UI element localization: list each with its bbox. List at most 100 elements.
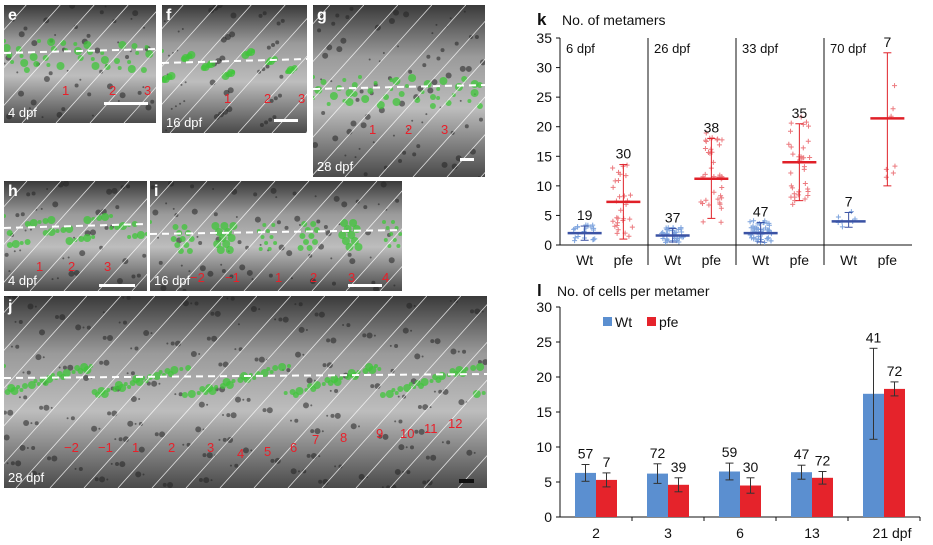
k-data-point: [702, 146, 708, 152]
k-data-point: [755, 221, 761, 227]
k-data-point: [703, 197, 709, 203]
legend-swatch: [603, 317, 612, 326]
k-data-point: [788, 170, 794, 176]
k-data-point: [747, 232, 753, 238]
k-data-point: [615, 227, 621, 233]
k-data-point: [750, 223, 756, 229]
k-data-point: [678, 225, 684, 231]
k-data-point: [585, 222, 591, 228]
k-data-point: [624, 162, 630, 168]
k-data-point: [768, 238, 774, 244]
k-data-point: [788, 128, 794, 134]
k-data-point: [748, 231, 754, 237]
k-data-point: [663, 225, 669, 231]
k-data-point: [666, 227, 672, 233]
k-data-point: [801, 164, 807, 170]
panel-time-label: 16 dpf: [166, 115, 203, 130]
k-data-point: [835, 214, 841, 220]
k-data-point: [754, 226, 760, 232]
segment-number: 2: [68, 259, 76, 274]
k-data-point: [764, 220, 770, 226]
k-y-tick-label: 25: [536, 89, 552, 105]
k-data-point: [719, 195, 725, 201]
k-data-point: [755, 236, 761, 242]
k-data-point: [670, 238, 676, 244]
k-y-tick-label: 35: [536, 30, 552, 46]
k-data-point: [711, 174, 717, 180]
k-data-point: [751, 236, 757, 242]
k-data-point: [615, 220, 621, 226]
k-data-point: [709, 149, 715, 155]
k-data-point: [614, 215, 620, 221]
k-data-point: [788, 120, 794, 126]
k-data-point: [669, 228, 675, 234]
k-data-point: [798, 154, 804, 160]
k-n-label: 7: [845, 193, 853, 209]
k-data-point: [716, 174, 722, 180]
segment-number: 1: [132, 440, 140, 455]
k-data-point: [613, 198, 619, 204]
k-data-point: [761, 220, 767, 226]
k-n-label: 35: [792, 105, 808, 121]
k-data-point: [572, 235, 578, 241]
k-data-point: [622, 230, 628, 236]
k-n-label: 19: [577, 207, 593, 223]
k-data-point: [798, 114, 804, 120]
k-y-tick-label: 5: [544, 207, 552, 223]
k-data-point: [592, 236, 598, 242]
k-data-point: [756, 233, 762, 239]
k-data-point: [614, 230, 620, 236]
k-data-point: [715, 196, 721, 202]
k-data-point: [753, 236, 759, 242]
l-n-label: 72: [887, 363, 903, 379]
k-data-point: [719, 137, 725, 143]
k-xlabel-wt: Wt: [664, 252, 681, 268]
k-data-point: [839, 219, 845, 225]
k-data-point: [764, 236, 770, 242]
k-data-point: [673, 233, 679, 239]
k-data-point: [702, 171, 708, 177]
k-data-point: [752, 228, 758, 234]
k-data-point: [799, 155, 805, 161]
k-data-point: [707, 150, 713, 156]
k-data-point: [661, 232, 667, 238]
k-data-point: [805, 189, 811, 195]
k-data-point: [678, 226, 684, 232]
chart-k-title: No. of metamers: [562, 12, 665, 28]
microscopy-panel-f: f 16 dpf 1 2 3: [162, 5, 307, 133]
k-y-tick-label: 15: [536, 148, 552, 164]
k-data-point: [788, 144, 794, 150]
k-data-point: [765, 227, 771, 233]
k-data-point: [623, 201, 629, 207]
k-data-point: [627, 192, 633, 198]
k-data-point: [620, 217, 626, 223]
l-bar: [791, 472, 812, 517]
k-data-point: [612, 178, 618, 184]
k-data-point: [766, 220, 772, 226]
k-data-point: [791, 191, 797, 197]
chart-l-letter: l: [537, 281, 542, 300]
panel-letter: h: [8, 183, 18, 200]
k-data-point: [802, 181, 808, 187]
k-data-point: [591, 227, 597, 233]
k-data-point: [754, 230, 760, 236]
k-data-point: [575, 234, 581, 240]
k-data-point: [883, 166, 889, 172]
k-data-point: [764, 235, 770, 241]
k-data-point: [748, 225, 754, 231]
k-n-label: 37: [665, 209, 681, 225]
k-data-point: [790, 151, 796, 157]
l-y-tick-label: 30: [536, 299, 552, 315]
k-data-point: [583, 222, 589, 228]
k-data-point: [671, 232, 677, 238]
k-data-point: [792, 194, 798, 200]
k-data-point: [590, 222, 596, 228]
panel-letter: j: [8, 298, 13, 315]
segment-number: 3: [104, 259, 112, 274]
k-data-point: [718, 176, 724, 182]
k-data-point: [850, 218, 856, 224]
k-data-point: [676, 239, 682, 245]
k-data-point: [571, 226, 577, 232]
k-data-point: [750, 228, 756, 234]
k-data-point: [768, 231, 774, 237]
